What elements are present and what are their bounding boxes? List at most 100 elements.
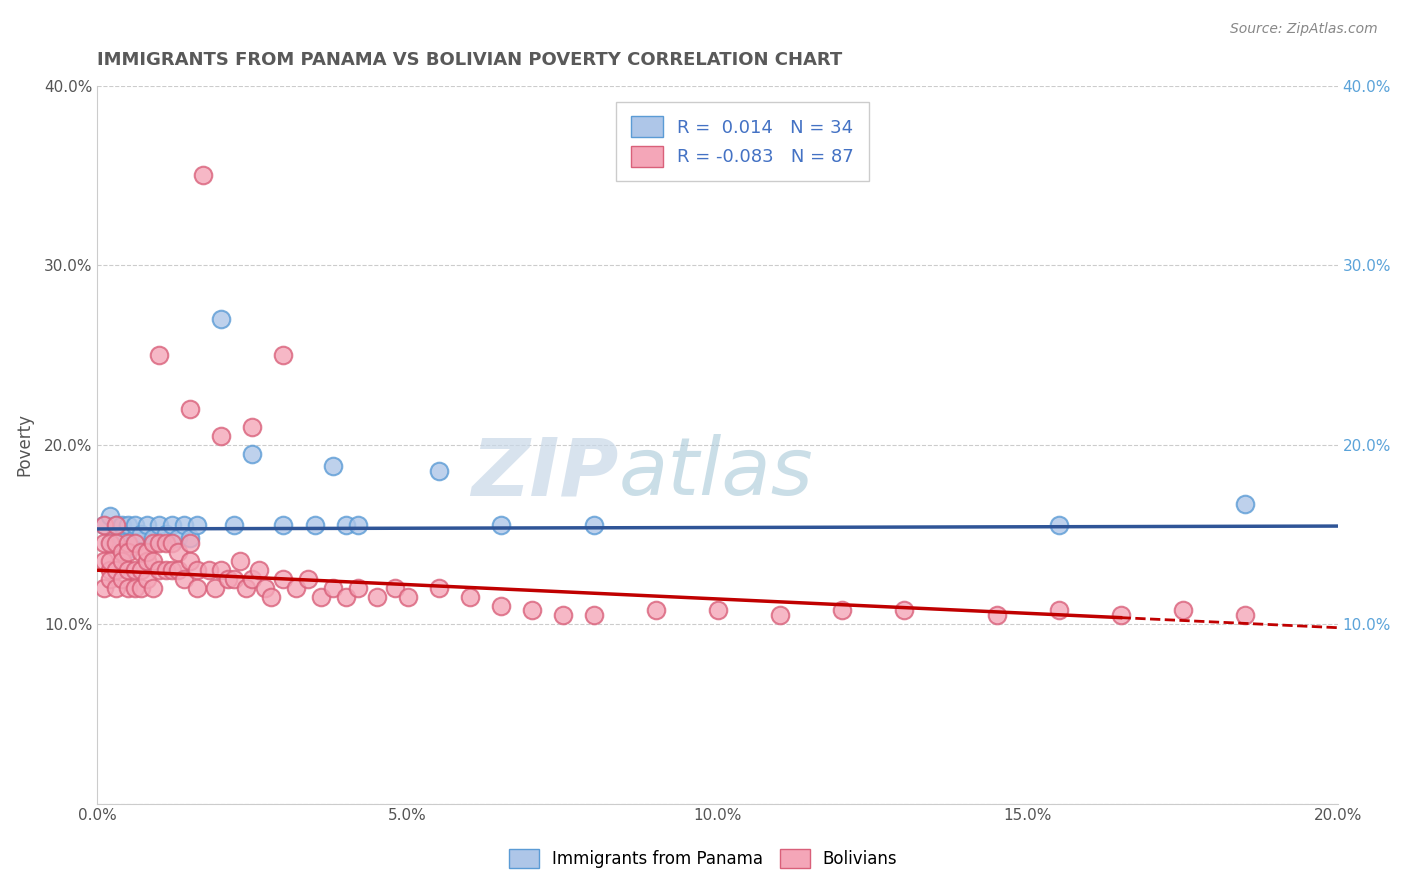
Point [179,536,201,550]
Point [148,518,170,533]
Point [105,518,128,533]
Point [117,518,139,533]
Point [489,599,512,614]
Point [155,536,177,550]
Point [198,563,221,577]
Point [186,581,208,595]
Point [148,348,170,362]
Point [117,581,139,595]
Text: Source: ZipAtlas.com: Source: ZipAtlas.com [1230,22,1378,37]
Point [136,518,159,533]
Point [124,563,146,577]
Point [347,518,370,533]
Y-axis label: Poverty: Poverty [15,413,32,476]
Point [335,518,357,533]
Point [273,348,295,362]
Point [98,554,121,568]
Point [111,518,134,533]
Point [93,581,115,595]
Point [105,581,128,595]
Point [427,465,450,479]
Point [155,527,177,541]
Point [160,563,183,577]
Point [347,581,370,595]
Point [155,563,177,577]
Point [93,518,115,533]
Point [105,527,128,541]
Point [179,531,201,545]
Point [242,572,264,586]
Point [384,581,406,595]
Point [111,554,134,568]
Point [297,572,319,586]
Point [1047,518,1070,533]
Point [179,554,201,568]
Point [98,572,121,586]
Point [986,608,1008,623]
Point [242,446,264,460]
Point [211,428,233,442]
Point [148,536,170,550]
Point [98,509,121,524]
Legend: Immigrants from Panama, Bolivians: Immigrants from Panama, Bolivians [502,842,904,875]
Point [117,536,139,550]
Text: IMMIGRANTS FROM PANAMA VS BOLIVIAN POVERTY CORRELATION CHART: IMMIGRANTS FROM PANAMA VS BOLIVIAN POVER… [97,51,842,69]
Point [229,554,252,568]
Point [191,168,214,182]
Point [160,518,183,533]
Point [706,603,728,617]
Point [273,518,295,533]
Text: atlas: atlas [619,434,813,512]
Point [117,563,139,577]
Point [260,590,283,604]
Point [93,518,115,533]
Point [111,572,134,586]
Point [582,608,605,623]
Point [217,572,239,586]
Point [1047,603,1070,617]
Point [831,603,853,617]
Point [304,518,326,533]
Point [111,531,134,545]
Point [551,608,574,623]
Point [136,545,159,559]
Point [211,312,233,326]
Point [247,563,270,577]
Point [136,572,159,586]
Point [322,581,344,595]
Point [222,518,245,533]
Point [129,527,152,541]
Point [173,518,195,533]
Point [142,554,165,568]
Point [124,536,146,550]
Point [644,603,666,617]
Point [309,590,332,604]
Legend: R =  0.014   N = 34, R = -0.083   N = 87: R = 0.014 N = 34, R = -0.083 N = 87 [616,102,869,181]
Point [124,581,146,595]
Point [235,581,257,595]
Point [1233,497,1256,511]
Point [129,581,152,595]
Point [335,590,357,604]
Point [458,590,481,604]
Point [105,536,128,550]
Point [489,518,512,533]
Point [129,545,152,559]
Point [129,563,152,577]
Point [167,545,190,559]
Point [427,581,450,595]
Point [98,563,121,577]
Point [186,563,208,577]
Point [186,518,208,533]
Point [893,603,915,617]
Point [142,581,165,595]
Point [124,531,146,545]
Point [284,581,307,595]
Point [111,545,134,559]
Point [242,419,264,434]
Point [1109,608,1132,623]
Point [582,518,605,533]
Point [105,518,128,533]
Point [98,536,121,550]
Point [273,572,295,586]
